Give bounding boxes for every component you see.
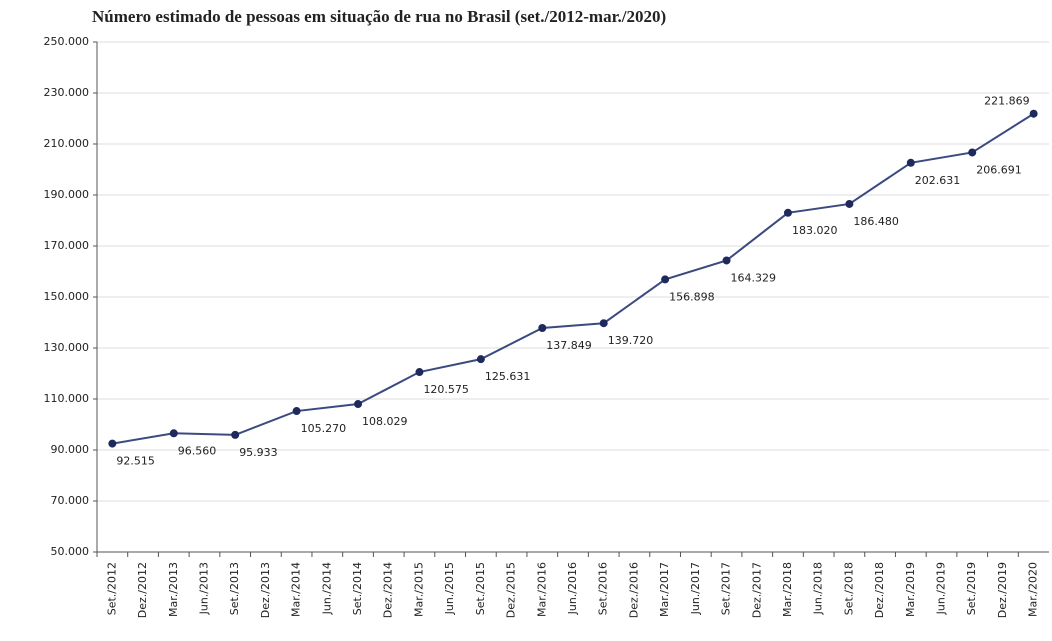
x-tick-label: Set./2014 (351, 562, 364, 615)
x-tick-label: Jun./2016 (566, 562, 579, 615)
data-label: 108.029 (362, 415, 408, 428)
x-tick-label: Dez./2015 (505, 562, 518, 618)
point (169, 429, 178, 438)
x-tick-label: Dez./2019 (996, 562, 1009, 618)
y-tick-label: 130.000 (44, 341, 90, 354)
x-tick-label: Mar./2014 (290, 562, 303, 617)
x-tick-label: Dez./2012 (136, 562, 149, 618)
data-label: 95.933 (239, 446, 278, 459)
data-label: 156.898 (669, 290, 715, 303)
x-tick-label: Set./2018 (842, 562, 855, 615)
x-tick-label: Mar./2018 (781, 562, 794, 617)
x-tick-label: Jun./2019 (935, 562, 948, 615)
x-tick-label: Set./2012 (105, 562, 118, 615)
point (722, 256, 731, 265)
x-tick-label: Jun./2017 (689, 562, 702, 615)
line (112, 112, 1035, 445)
data-label: 202.631 (915, 174, 961, 187)
y-tick-label: 70.000 (51, 494, 90, 507)
x-tick-label: Dez./2013 (259, 562, 272, 618)
data-label: 96.560 (178, 444, 217, 457)
y-tick-label: 110.000 (44, 392, 90, 405)
data-label: 125.631 (485, 370, 531, 383)
x-tick-label: Set./2017 (720, 562, 733, 615)
point (354, 400, 363, 409)
data-label: 164.329 (731, 271, 777, 284)
point (845, 199, 854, 208)
point (783, 208, 792, 217)
x-tick-label: Jun./2013 (197, 562, 210, 615)
x-tick-label: Mar./2013 (167, 562, 180, 617)
x-tick-label: Dez./2016 (627, 562, 640, 618)
x-tick-label: Set./2019 (965, 562, 978, 615)
x-tick-label: Dez./2018 (873, 562, 886, 618)
x-tick-label: Jun./2018 (812, 562, 825, 615)
x-tick-label: Set./2015 (474, 562, 487, 615)
x-tick-label: Dez./2017 (750, 562, 763, 618)
x-tick-label: Jun./2015 (443, 562, 456, 615)
data-label: 206.691 (976, 163, 1022, 176)
data-label: 92.515 (116, 455, 154, 468)
data-label: 139.720 (608, 334, 654, 347)
point (599, 319, 608, 328)
data-label: 186.480 (853, 215, 899, 228)
y-tick-label: 50.000 (51, 545, 90, 558)
x-tick-label: Mar./2017 (658, 562, 671, 617)
point (661, 275, 670, 284)
y-tick-label: 230.000 (44, 86, 90, 99)
point (538, 323, 547, 332)
x-tick-label: Mar./2019 (904, 562, 917, 617)
x-tick-label: Mar./2015 (412, 562, 425, 617)
x-tick-label: Dez./2014 (382, 562, 395, 618)
point (231, 430, 240, 439)
y-tick-label: 250.000 (44, 35, 90, 48)
y-tick-label: 90.000 (51, 443, 90, 456)
y-tick-label: 210.000 (44, 137, 90, 150)
point (415, 368, 424, 377)
x-tick-label: Mar./2016 (535, 562, 548, 617)
data-label: 221.869 (984, 95, 1030, 108)
data-label: 105.270 (301, 422, 347, 435)
chart-title: Número estimado de pessoas em situação d… (92, 7, 666, 26)
y-tick-label: 150.000 (44, 290, 90, 303)
point (968, 148, 977, 157)
point (1029, 109, 1038, 118)
point (292, 407, 301, 416)
x-tick-label: Mar./2020 (1027, 562, 1040, 617)
point (906, 158, 915, 167)
x-tick-label: Jun./2014 (320, 562, 333, 615)
x-tick-label: Set./2016 (597, 562, 610, 615)
data-label: 137.849 (546, 339, 592, 352)
data-label: 183.020 (792, 224, 838, 237)
x-tick-label: Set./2013 (228, 562, 241, 615)
y-tick-label: 170.000 (44, 239, 90, 252)
point (108, 439, 117, 448)
data-label: 120.575 (423, 383, 469, 396)
point (476, 355, 485, 364)
y-tick-label: 190.000 (44, 188, 90, 201)
